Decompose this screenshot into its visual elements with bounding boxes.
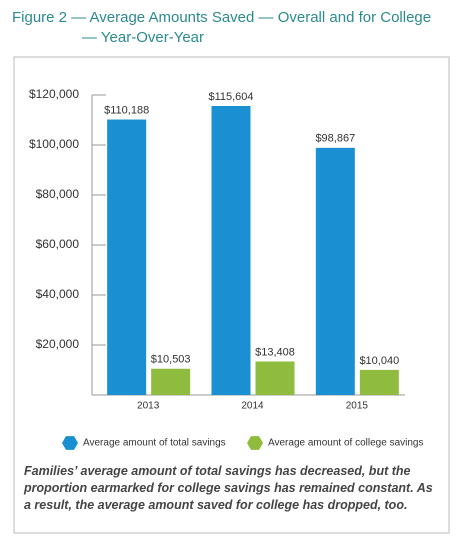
y-tick-label: $120,000 (29, 87, 79, 101)
bar (255, 361, 295, 395)
value-label: $110,188 (104, 104, 149, 116)
value-label: $13,408 (255, 346, 295, 358)
bar (151, 368, 191, 395)
legend-marker (247, 436, 263, 450)
bar (211, 105, 251, 396)
bar (107, 119, 147, 395)
x-tick-label: 2015 (346, 401, 369, 412)
chart-frame (13, 56, 450, 534)
chart-title: Figure 2 — Average Amounts Saved — Overa… (12, 9, 432, 46)
bar (315, 147, 355, 395)
x-tick-label: 2014 (241, 401, 264, 412)
x-tick-label: 2013 (137, 401, 160, 412)
caption: Families’ average amount of total saving… (24, 464, 433, 512)
legend-label: Average amount of total savings (83, 438, 226, 449)
y-tick-label: $60,000 (36, 237, 80, 251)
y-tick-label: $20,000 (36, 337, 80, 351)
legend-marker (62, 436, 78, 450)
y-tick-label: $80,000 (36, 187, 80, 201)
bar (359, 369, 399, 395)
y-tick-label: $40,000 (36, 287, 80, 301)
value-label: $10,503 (151, 354, 191, 366)
value-label: $10,040 (359, 355, 399, 367)
value-label: $115,604 (208, 91, 253, 103)
y-tick-label: $100,000 (29, 137, 79, 151)
legend-label: Average amount of college savings (268, 438, 423, 449)
value-label: $98,867 (315, 133, 355, 145)
